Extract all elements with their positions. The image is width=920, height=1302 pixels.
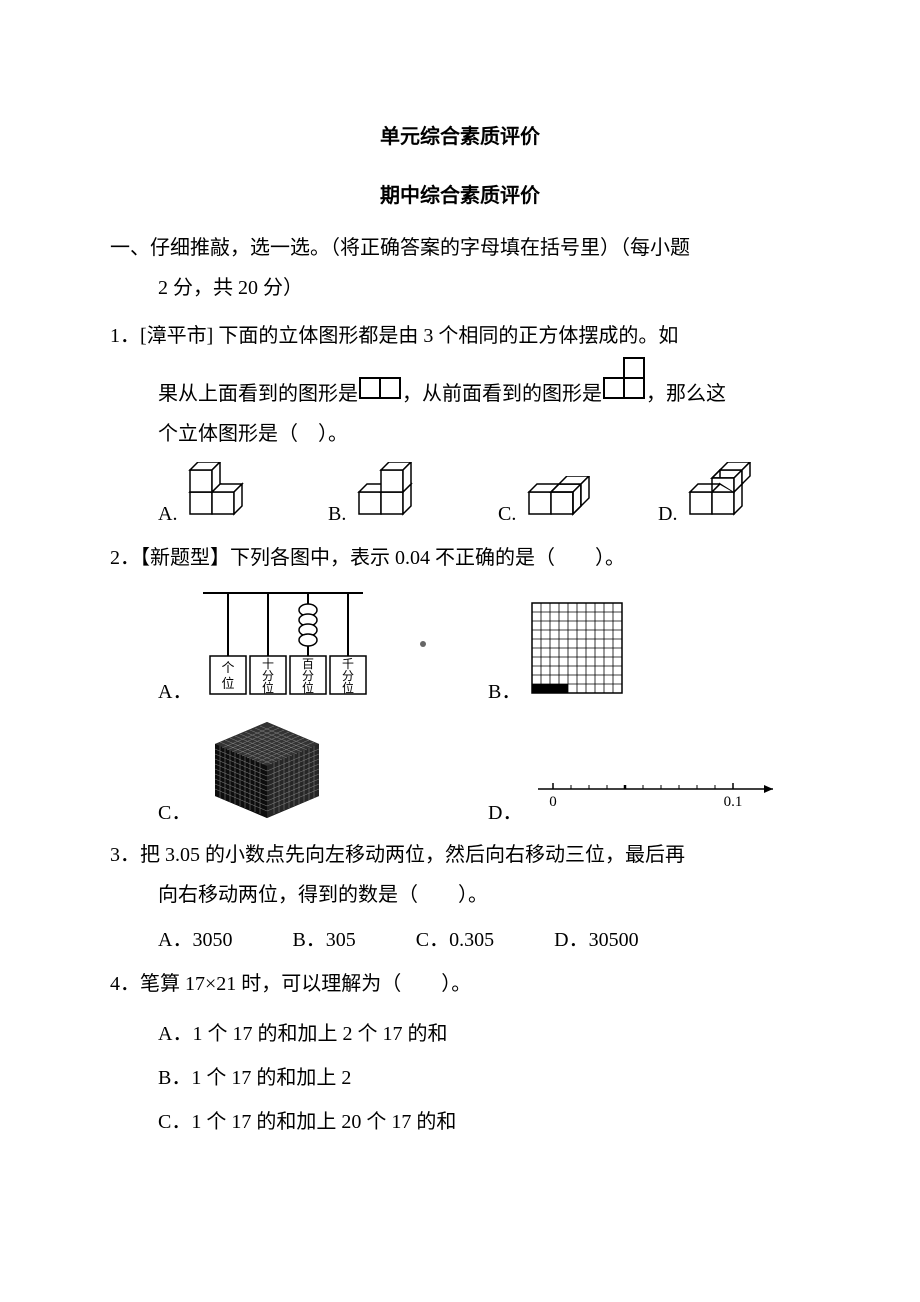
cube-icon xyxy=(197,714,327,825)
grid-icon xyxy=(527,598,627,704)
equals-dot-icon xyxy=(420,641,426,647)
svg-text:位: 位 xyxy=(262,680,274,695)
q2-opt-d-label: D． xyxy=(488,796,522,825)
q2-row1: A． 个 位 十 分 位 百 xyxy=(110,588,810,704)
q1-opt-d-label: D. xyxy=(658,503,677,526)
q4-options: A．1 个 17 的和加上 2 个 17 的和 B．1 个 17 的和加上 2 … xyxy=(110,1012,810,1144)
question-2: 2．【新题型】下列各图中，表示 0.04 不正确的是（ ）。 xyxy=(110,538,810,578)
q1-opt-d-icon xyxy=(683,462,761,526)
q1-text-c: 个立体图形是（ ）。 xyxy=(110,414,810,454)
svg-text:0: 0 xyxy=(550,794,558,810)
q3-opt-b: B．305 xyxy=(292,923,355,952)
question-1: 1．[漳平市] 下面的立体图形都是由 3 个相同的正方体摆成的。如 果从上面看到… xyxy=(110,316,810,454)
q1-options: A. B. xyxy=(110,462,810,526)
q3-opt-c: C．0.305 xyxy=(416,923,494,952)
q1-opt-a: A. xyxy=(158,462,328,526)
q4-opt-a: A．1 个 17 的和加上 2 个 17 的和 xyxy=(158,1012,810,1056)
q2-row2: C． xyxy=(110,714,810,825)
q4-opt-b: B．1 个 17 的和加上 2 xyxy=(158,1056,810,1100)
q1-text-b2: ，从前面看到的图形是 xyxy=(402,374,602,414)
q3-opt-d: D．30500 xyxy=(554,923,638,952)
sub-title: 期中综合素质评价 xyxy=(110,179,810,208)
q2-number: 2． xyxy=(110,547,140,569)
question-4: 4．笔算 17×21 时，可以理解为（ ）。 xyxy=(110,964,810,1004)
q1-opt-b-label: B. xyxy=(328,503,346,526)
svg-text:个: 个 xyxy=(222,660,235,675)
q1-opt-c: C. xyxy=(498,476,658,526)
section-heading-line2: 2 分，共 20 分） xyxy=(110,268,810,308)
section-heading-line1: 一、仔细推敲，选一选。（将正确答案的字母填在括号里）（每小题 xyxy=(110,228,810,268)
q2-text: 【新题型】下列各图中，表示 0.04 不正确的是（ ）。 xyxy=(140,547,625,569)
q1-opt-a-icon xyxy=(183,462,253,526)
q1-opt-c-label: C. xyxy=(498,503,516,526)
q2-opt-c: C． xyxy=(158,714,488,825)
q1-opt-c-icon xyxy=(522,476,600,526)
svg-text:位: 位 xyxy=(342,680,354,695)
q3-options: A．3050 B．305 C．0.305 D．30500 xyxy=(110,923,810,952)
q3-text-b: 向右移动两位，得到的数是（ ）。 xyxy=(110,875,810,915)
q1-opt-b: B. xyxy=(328,462,498,526)
q1-line-b: 果从上面看到的图形是 ，从前面看到的图形是 ，那么这 xyxy=(110,356,810,414)
main-title: 单元综合素质评价 xyxy=(110,120,810,149)
q3-text-a: 把 3.05 的小数点先向左移动两位，然后向右移动三位，最后再 xyxy=(140,844,685,866)
q3-opt-a: A．3050 xyxy=(158,923,232,952)
q2-opt-b: B． xyxy=(488,598,627,704)
q1-text-b3: ，那么这 xyxy=(646,374,726,414)
question-3: 3．把 3.05 的小数点先向左移动两位，然后向右移动三位，最后再 向右移动两位… xyxy=(110,835,810,915)
q4-number: 4． xyxy=(110,973,140,995)
q1-opt-b-icon xyxy=(352,462,422,526)
q4-opt-c: C．1 个 17 的和加上 20 个 17 的和 xyxy=(158,1100,810,1144)
svg-text:位: 位 xyxy=(302,680,314,695)
q4-text: 笔算 17×21 时，可以理解为（ ）。 xyxy=(140,973,471,995)
q3-number: 3． xyxy=(110,844,140,866)
top-view-icon xyxy=(358,374,402,414)
q2-opt-d: D． 0 0.1 xyxy=(488,774,788,825)
q1-text-a: [漳平市] 下面的立体图形都是由 3 个相同的正方体摆成的。如 xyxy=(140,325,678,347)
q2-opt-b-label: B． xyxy=(488,675,521,704)
q1-opt-a-label: A. xyxy=(158,503,177,526)
section-1-heading: 一、仔细推敲，选一选。（将正确答案的字母填在括号里）（每小题 2 分，共 20 … xyxy=(110,228,810,308)
q2-opt-c-label: C． xyxy=(158,796,191,825)
q1-opt-d: D. xyxy=(658,462,761,526)
numberline-icon: 0 0.1 xyxy=(528,774,788,825)
svg-text:位: 位 xyxy=(222,676,235,691)
q1-text-b1: 果从上面看到的图形是 xyxy=(158,374,358,414)
q2-opt-a: A． 个 位 十 分 位 百 xyxy=(158,588,488,704)
front-view-icon xyxy=(602,356,646,414)
abacus-icon: 个 位 十 分 位 百 分 位 千 分 位 xyxy=(198,588,368,704)
svg-text:0.1: 0.1 xyxy=(724,794,743,810)
q1-number: 1． xyxy=(110,325,140,347)
q2-opt-a-label: A． xyxy=(158,675,192,704)
